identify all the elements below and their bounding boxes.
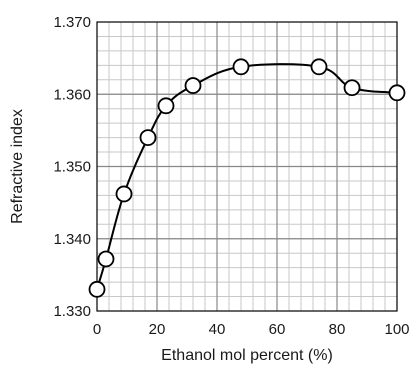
- x-tick-label: 40: [209, 321, 226, 338]
- data-point: [157, 97, 175, 115]
- major-gridlines: [97, 22, 397, 311]
- data-point: [115, 185, 133, 203]
- y-tick-label: 1.360: [53, 86, 91, 103]
- x-axis-tick-labels: 0 20 40 60 80 100: [93, 321, 410, 338]
- x-tick-label: 80: [329, 321, 346, 338]
- y-tick-label: 1.340: [53, 231, 91, 248]
- plot-area-frame: [96, 21, 398, 312]
- x-tick-label: 60: [269, 321, 286, 338]
- data-point-markers: [88, 58, 406, 298]
- y-axis-tick-labels: 1.330 1.340 1.350 1.360 1.370: [53, 14, 91, 320]
- y-axis-label: Refractive index: [9, 109, 26, 224]
- x-tick-label: 20: [149, 321, 166, 338]
- x-tick-label: 0: [93, 321, 101, 338]
- x-axis-label: Ethanol mol percent (%): [161, 347, 333, 364]
- data-point: [88, 280, 106, 298]
- y-tick-label: 1.330: [53, 303, 91, 320]
- y-tick-label: 1.350: [53, 159, 91, 176]
- data-point: [343, 79, 361, 97]
- data-point: [139, 129, 157, 147]
- data-point: [388, 84, 406, 102]
- data-point: [184, 77, 202, 94]
- data-point: [310, 58, 328, 76]
- smooth-series-line: [96, 63, 398, 290]
- data-point: [232, 58, 250, 76]
- y-tick-label: 1.370: [53, 14, 91, 31]
- data-point: [97, 250, 115, 268]
- x-tick-label: 100: [384, 321, 409, 338]
